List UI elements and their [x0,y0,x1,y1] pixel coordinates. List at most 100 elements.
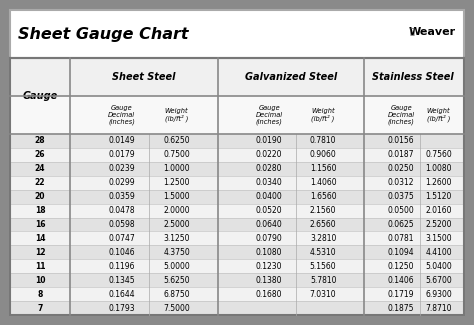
Text: 5.0000: 5.0000 [163,262,190,271]
Bar [10,217,464,231]
Text: 0.0790: 0.0790 [256,234,283,243]
Bar [10,58,464,96]
Bar [10,231,464,245]
Text: 5.1560: 5.1560 [310,262,337,271]
Bar [10,204,464,217]
Text: 16: 16 [35,220,45,229]
Text: 4.4100: 4.4100 [425,248,452,257]
Text: 0.7810: 0.7810 [310,136,337,146]
Text: 2.1560: 2.1560 [310,206,337,215]
Text: 3.1250: 3.1250 [164,234,190,243]
Text: Gauge
Decimal
(inches): Gauge Decimal (inches) [108,105,136,125]
Text: 7: 7 [37,304,43,313]
Text: Sheet Steel: Sheet Steel [112,72,176,82]
Text: 0.7560: 0.7560 [425,150,452,159]
Text: 0.0500: 0.0500 [388,206,415,215]
Text: 7.8710: 7.8710 [425,304,452,313]
Text: 0.0239: 0.0239 [109,164,135,173]
Text: 1.1560: 1.1560 [310,164,337,173]
Text: 0.1046: 0.1046 [109,248,135,257]
Bar [10,58,464,315]
Text: 0.0747: 0.0747 [109,234,135,243]
Bar [10,176,464,190]
Text: 5.6250: 5.6250 [163,276,190,285]
Text: Weight
(lb/ft² ): Weight (lb/ft² ) [427,108,450,122]
Text: 0.0179: 0.0179 [109,150,135,159]
Text: 0.0312: 0.0312 [388,178,414,187]
Text: 0.1345: 0.1345 [109,276,135,285]
Bar [10,273,464,287]
Text: Galvanized Steel: Galvanized Steel [245,72,337,82]
Text: 0.0156: 0.0156 [388,136,415,146]
Text: 1.4060: 1.4060 [310,178,337,187]
Text: Gauge
Decimal
(inches): Gauge Decimal (inches) [255,105,283,125]
Text: Weight
(lb/ft² ): Weight (lb/ft² ) [311,108,335,122]
Text: 0.0640: 0.0640 [256,220,283,229]
Text: 28: 28 [35,136,46,146]
Text: 1.0080: 1.0080 [425,164,452,173]
Text: 2.0000: 2.0000 [163,206,190,215]
Bar [10,287,464,301]
Text: 6.8750: 6.8750 [163,290,190,299]
Text: 22: 22 [35,178,45,187]
Text: 0.0299: 0.0299 [109,178,135,187]
Text: 14: 14 [35,234,45,243]
Text: 0.0187: 0.0187 [388,150,414,159]
Text: 24: 24 [35,164,45,173]
Text: 4.3750: 4.3750 [163,248,190,257]
Text: Gauge: Gauge [22,91,58,101]
Text: 0.1250: 0.1250 [388,262,414,271]
Text: 5.7810: 5.7810 [310,276,337,285]
Text: 1.2600: 1.2600 [425,178,452,187]
Text: 0.0280: 0.0280 [256,164,283,173]
Text: 10: 10 [35,276,45,285]
Text: 1.0000: 1.0000 [163,164,190,173]
Text: 2.5000: 2.5000 [163,220,190,229]
Bar [10,96,464,134]
Text: 0.1644: 0.1644 [109,290,135,299]
Text: 0.0478: 0.0478 [109,206,135,215]
Text: 1.2500: 1.2500 [164,178,190,187]
Text: 5.0400: 5.0400 [425,262,452,271]
Text: Weaver: Weaver [409,27,456,37]
Text: 1.5000: 1.5000 [163,192,190,201]
Text: 11: 11 [35,262,45,271]
Text: 6.9300: 6.9300 [425,290,452,299]
Text: 2.5200: 2.5200 [425,220,452,229]
Text: 5.6700: 5.6700 [425,276,452,285]
Text: 0.0340: 0.0340 [256,178,283,187]
Text: 7.5000: 7.5000 [163,304,190,313]
Bar [10,245,464,259]
Text: 2.6560: 2.6560 [310,220,337,229]
Text: Stainless Steel: Stainless Steel [372,72,454,82]
Text: 0.0359: 0.0359 [109,192,135,201]
Text: 0.0781: 0.0781 [388,234,414,243]
Bar [10,162,464,176]
Text: Gauge
Decimal
(inches): Gauge Decimal (inches) [388,105,415,125]
Text: Sheet Gauge Chart: Sheet Gauge Chart [18,27,189,42]
Text: 2.0160: 2.0160 [425,206,452,215]
Text: 1.6560: 1.6560 [310,192,337,201]
Text: 0.0220: 0.0220 [256,150,283,159]
Text: 0.0375: 0.0375 [388,192,415,201]
Text: 0.6250: 0.6250 [163,136,190,146]
Bar [10,134,464,148]
Text: 1.5120: 1.5120 [425,192,452,201]
Text: 0.0190: 0.0190 [256,136,283,146]
Text: 0.1380: 0.1380 [256,276,283,285]
Text: 0.1406: 0.1406 [388,276,415,285]
Bar [10,259,464,273]
Text: 4.5310: 4.5310 [310,248,337,257]
Text: 0.0520: 0.0520 [256,206,283,215]
Text: 0.1875: 0.1875 [388,304,414,313]
Text: 20: 20 [35,192,45,201]
Text: 0.1196: 0.1196 [109,262,135,271]
Text: 0.1094: 0.1094 [388,248,415,257]
Text: 3.2810: 3.2810 [310,234,337,243]
Text: 26: 26 [35,150,45,159]
Text: 0.1793: 0.1793 [109,304,135,313]
Text: 0.1080: 0.1080 [256,248,283,257]
Text: Weight
(lb/ft² ): Weight (lb/ft² ) [165,108,188,122]
Text: 0.9060: 0.9060 [310,150,337,159]
Text: 0.1719: 0.1719 [388,290,414,299]
